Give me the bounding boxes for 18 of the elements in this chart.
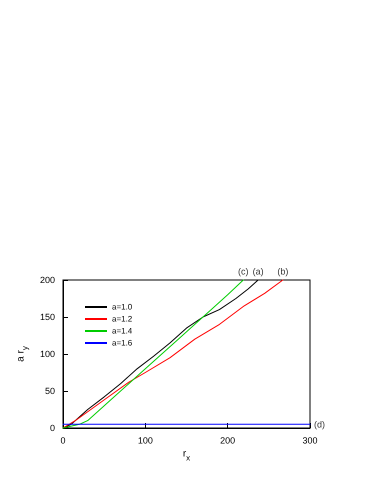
x-tick-label: 200 [220, 436, 236, 446]
y-tick-label: 150 [40, 312, 55, 322]
x-tick-label: 300 [302, 436, 318, 446]
annotation: (a) [252, 266, 264, 276]
annotation: (b) [277, 266, 288, 276]
y-tick-label: 200 [40, 275, 55, 285]
legend-label: a=1.0 [112, 302, 133, 312]
x-tick-label: 0 [60, 436, 66, 446]
y-axis-title: a ry [16, 346, 30, 362]
y-tick-label: 50 [44, 386, 55, 396]
annotation: (c) [238, 266, 249, 276]
x-tick-label: 100 [138, 436, 153, 446]
legend-label: a=1.2 [112, 314, 133, 324]
legend-label: a=1.4 [112, 326, 133, 336]
annotation: (d) [314, 419, 325, 430]
legend-label: a=1.6 [112, 338, 133, 348]
y-tick-label: 100 [40, 349, 55, 359]
y-tick-label: 0 [50, 423, 55, 433]
